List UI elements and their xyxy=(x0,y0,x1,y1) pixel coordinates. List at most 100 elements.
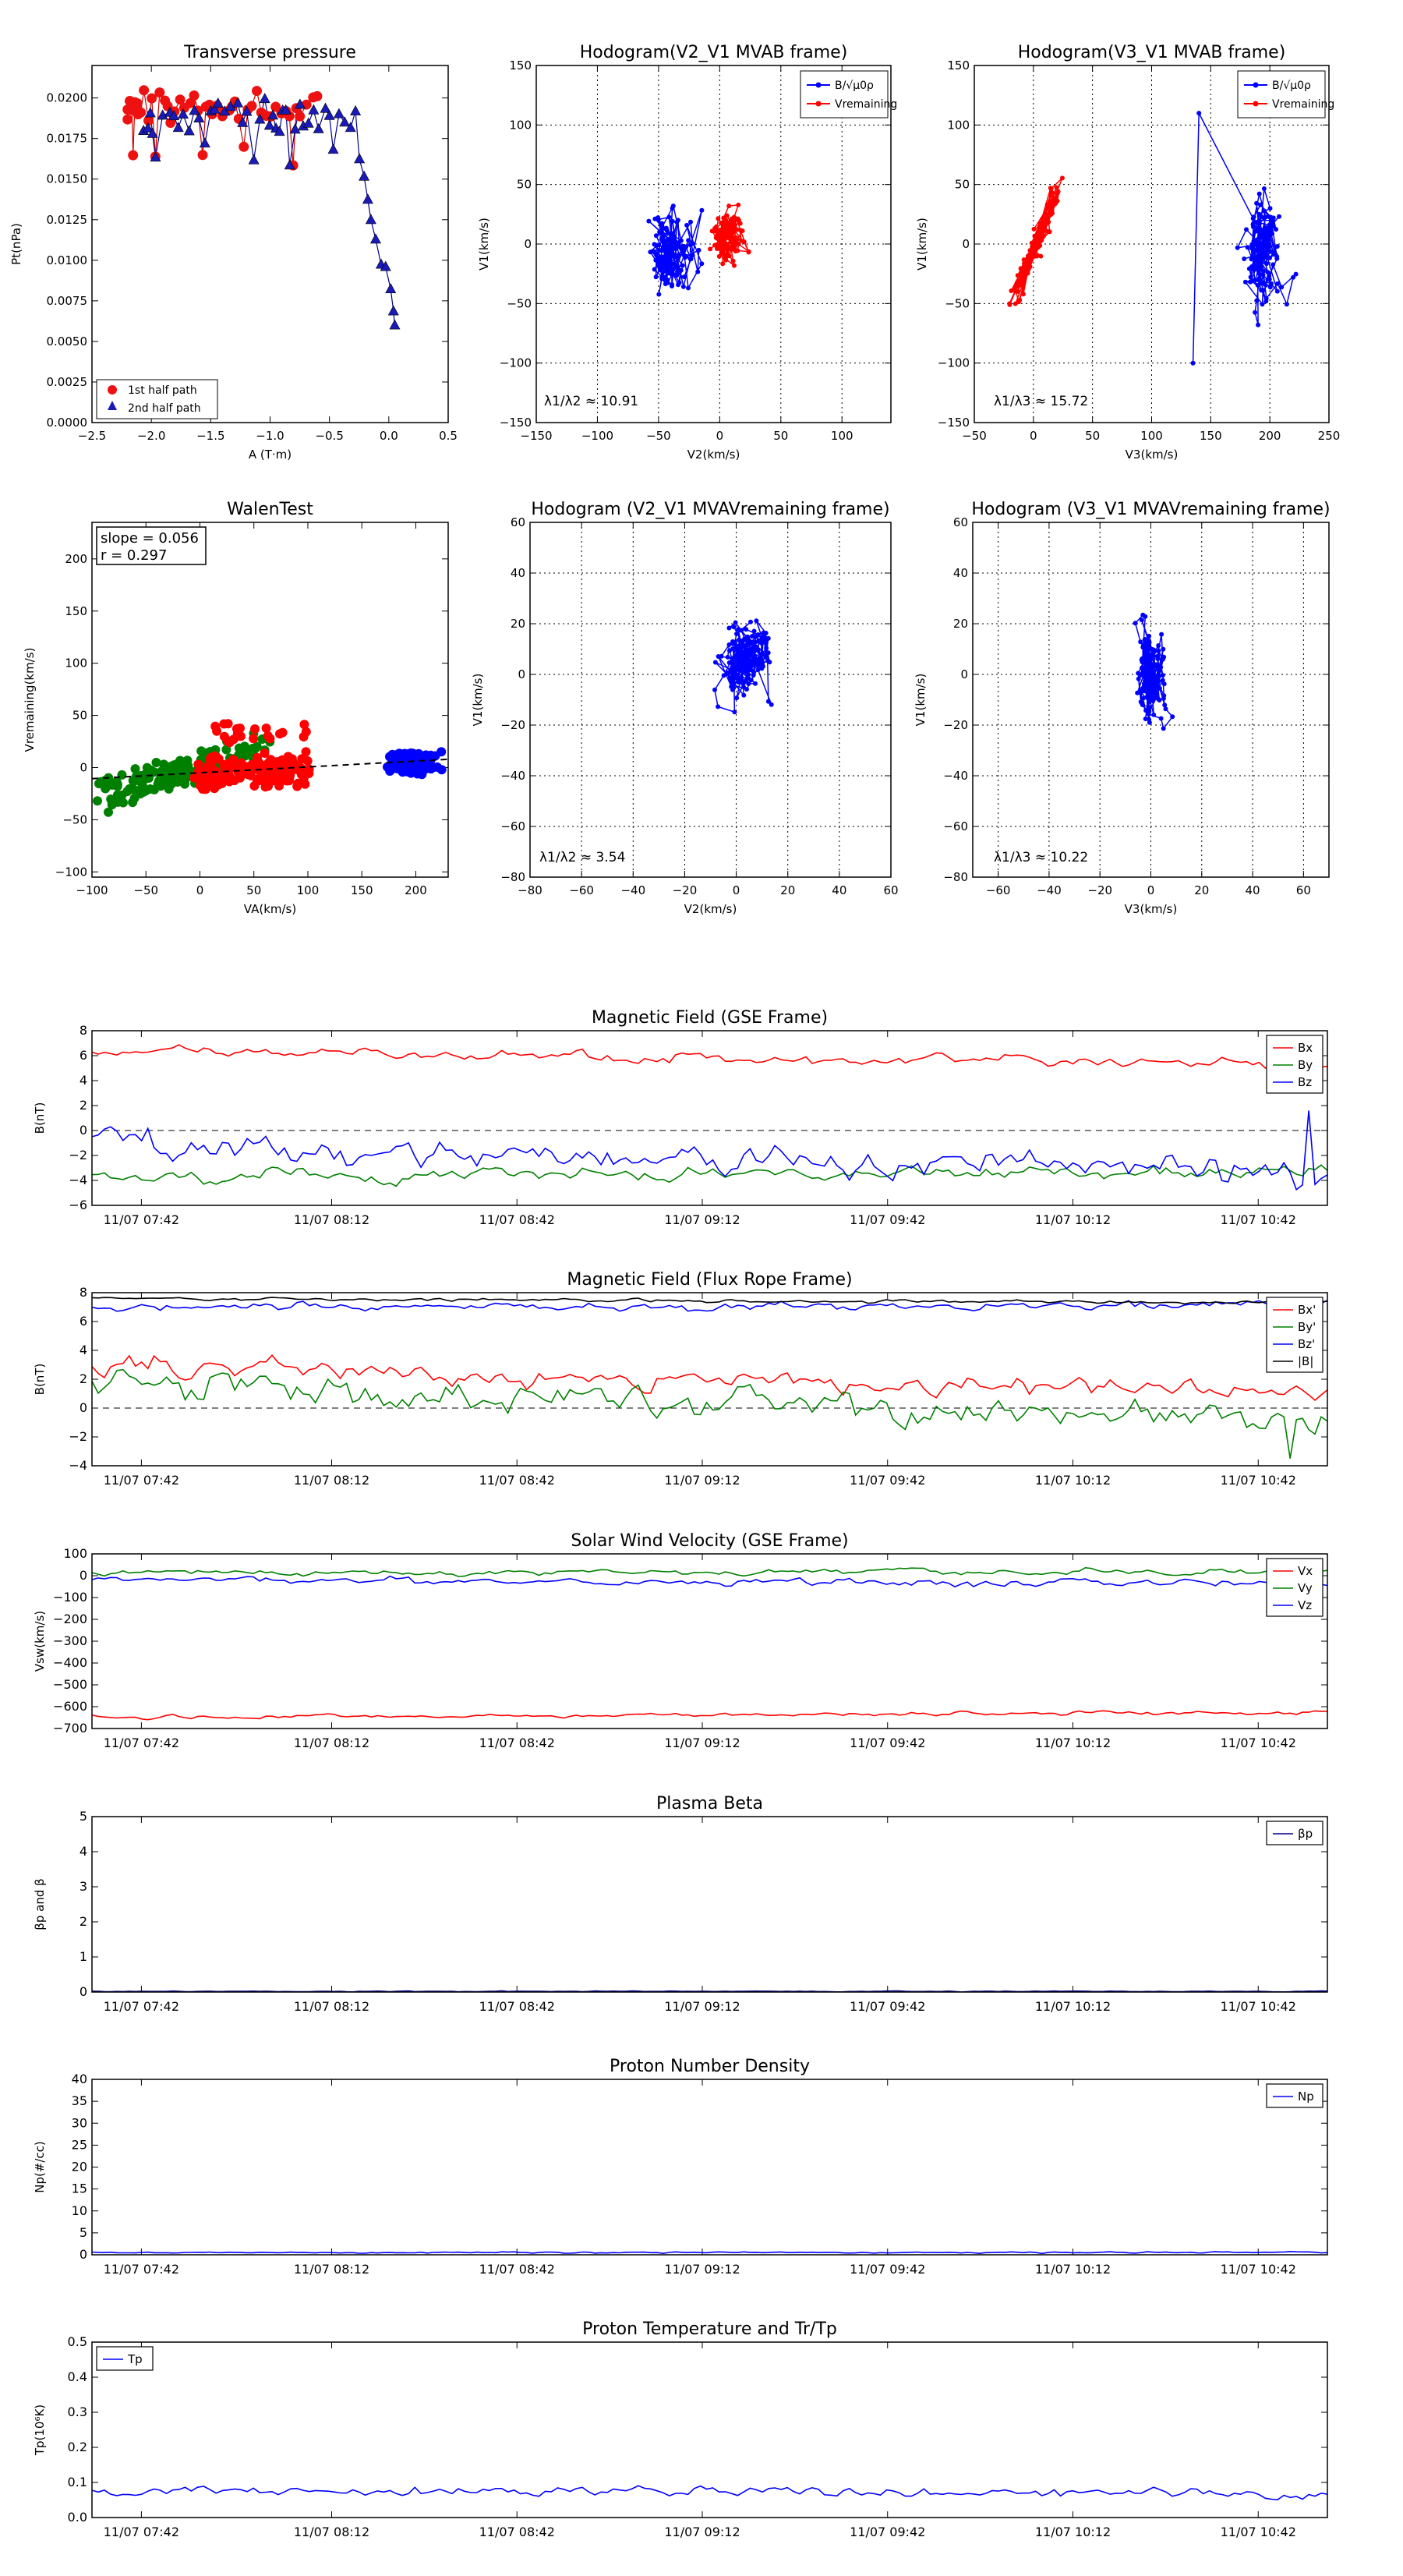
data-point-hodogram xyxy=(730,680,736,685)
data-point-1st-half xyxy=(312,90,323,101)
data-point-2nd-half xyxy=(263,119,275,130)
x-tick-label: −150 xyxy=(520,429,552,443)
legend: 1st half path 2nd half path xyxy=(96,379,218,419)
data-point-vremaining xyxy=(728,246,733,252)
x-tick-label: 20 xyxy=(1194,883,1209,897)
data-point-hodogram xyxy=(734,695,740,701)
chart-h1: −150 −100 −50 0 50 100 −150 −100 −50 0 50 100 150 Hod… xyxy=(477,43,897,462)
data-point-red xyxy=(265,760,275,770)
axes-frame xyxy=(91,1292,1328,1467)
data-point-vremaining xyxy=(724,213,730,218)
data-point-red xyxy=(196,777,207,787)
chart-tpr: Proton Temperature and Tr/Tp Tp(10⁶K) 0.0 0… xyxy=(33,2319,1328,2539)
time-tick-label: 11/07 08:42 xyxy=(479,1473,555,1488)
data-point-b xyxy=(1261,186,1267,191)
data-point-vremaining xyxy=(1031,226,1037,232)
data-point-hodogram xyxy=(1149,692,1154,697)
data-point-2nd-half xyxy=(189,104,200,115)
data-point-b xyxy=(1267,274,1272,279)
data-point-2nd-half xyxy=(232,97,244,108)
data-point-green xyxy=(128,776,138,786)
series-line-by xyxy=(92,1164,1327,1187)
legend-entry: Tp xyxy=(127,2352,143,2366)
data-point-hodogram xyxy=(1160,678,1165,683)
legend-entry: Bz xyxy=(1298,1075,1312,1089)
plot-area xyxy=(646,202,751,297)
data-point-b xyxy=(686,238,691,243)
y-tick-label: 25 xyxy=(72,2137,87,2152)
y-tick-label: 0.0050 xyxy=(47,334,88,349)
time-tick-label: 11/07 09:12 xyxy=(664,1212,740,1227)
legend-entry: B/√μ0ρ xyxy=(1272,80,1311,92)
axes-frame xyxy=(91,1816,1328,1993)
data-point-2nd-half xyxy=(333,108,345,119)
data-point-b xyxy=(1263,247,1269,253)
data-point-hodogram xyxy=(1161,726,1166,731)
data-point-b xyxy=(669,271,674,277)
y-tick-label: −40 xyxy=(943,769,968,783)
data-point-hodogram xyxy=(1156,648,1161,653)
data-point-vremaining xyxy=(1040,221,1045,226)
x-axis-label: V2(km/s) xyxy=(684,902,737,916)
legend-box xyxy=(96,379,218,419)
data-point-b xyxy=(1284,302,1289,307)
data-point-hodogram xyxy=(1159,632,1164,637)
data-point-red xyxy=(256,766,265,777)
x-tick-label: 100 xyxy=(1140,429,1163,443)
y-tick-label: −100 xyxy=(500,356,532,370)
legend-entry: Vy xyxy=(1298,1581,1313,1595)
y-tick-label: 8 xyxy=(80,1285,87,1300)
y-tick-label: 5 xyxy=(80,2225,87,2240)
data-point-1st-half xyxy=(175,94,186,105)
y-tick-label: 0 xyxy=(80,1568,87,1583)
legend: Bx By Bz xyxy=(1266,1035,1323,1094)
data-point-vremaining xyxy=(723,241,729,246)
data-point-b xyxy=(1256,240,1261,246)
data-point-red xyxy=(211,774,221,784)
data-point-hodogram xyxy=(719,653,724,659)
legend-entry: B/√μ0ρ xyxy=(835,80,874,92)
axes-frame xyxy=(535,65,892,423)
data-point-hodogram xyxy=(735,662,740,667)
time-tick-label: 11/07 08:12 xyxy=(294,2262,369,2277)
legend-box xyxy=(1266,1821,1323,1845)
series-line-bx xyxy=(92,1044,1327,1070)
data-point-hodogram xyxy=(1170,714,1175,720)
data-point-vremaining xyxy=(1020,277,1025,282)
y-tick-label: 40 xyxy=(511,566,525,580)
data-point-vremaining xyxy=(716,253,722,259)
axes-frame xyxy=(91,65,449,423)
y-tick-label: 2 xyxy=(80,1914,87,1929)
data-point-vremaining xyxy=(716,216,721,221)
data-point-b xyxy=(1267,255,1272,260)
data-point-2nd-half xyxy=(389,319,401,330)
time-tick-label: 11/07 10:12 xyxy=(1035,1212,1111,1227)
time-tick-label: 11/07 07:42 xyxy=(104,1473,179,1488)
data-point-b xyxy=(677,252,682,257)
data-point-hodogram xyxy=(732,640,737,646)
data-point-b xyxy=(659,223,665,228)
data-point-b xyxy=(1271,251,1277,257)
y-axis-label: Np(#/cc) xyxy=(33,2141,47,2193)
data-point-b xyxy=(1267,206,1273,211)
data-point-vremaining xyxy=(1049,189,1055,195)
data-point-hodogram xyxy=(1148,673,1154,678)
data-point-vremaining xyxy=(1041,216,1047,221)
legend-entry: 2nd half path xyxy=(128,402,201,415)
time-tick-label: 11/07 07:42 xyxy=(104,2262,179,2277)
data-point-green xyxy=(179,777,189,787)
data-point-vremaining xyxy=(1048,186,1053,191)
data-point-red xyxy=(228,734,239,745)
x-tick-label: −100 xyxy=(76,883,108,897)
plot-area xyxy=(92,1044,1327,1191)
y-tick-label: −50 xyxy=(507,296,532,310)
annotation-eigenratio: λ1/λ2 ≈ 10.91 xyxy=(544,394,638,409)
data-point-hodogram xyxy=(756,647,761,653)
legend-marker xyxy=(1253,82,1259,88)
chart-h4: −60 −40 −20 0 20 40 60−80−60−40−200204060Hodog… xyxy=(914,500,1331,916)
axes-frame xyxy=(91,2341,1328,2518)
series-line-np xyxy=(92,2250,1327,2255)
chart-h3: −80 −60 −40 −20 0 20 40 60 −80 −60 −40 −20 0 20 40 60 Ho… xyxy=(471,500,899,916)
data-point-green xyxy=(140,770,150,780)
y-tick-label: −150 xyxy=(938,416,970,430)
